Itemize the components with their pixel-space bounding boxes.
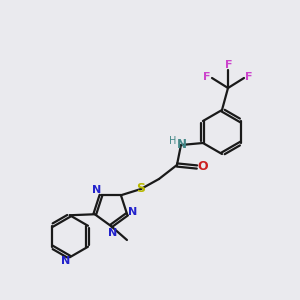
Text: N: N — [61, 256, 70, 266]
Text: N: N — [92, 185, 102, 195]
Text: F: F — [245, 72, 253, 82]
Text: N: N — [128, 207, 138, 217]
Text: N: N — [108, 228, 118, 238]
Text: N: N — [177, 139, 187, 152]
Text: F: F — [203, 72, 211, 82]
Text: O: O — [198, 160, 208, 173]
Text: H: H — [169, 136, 177, 146]
Text: F: F — [225, 60, 233, 70]
Text: S: S — [136, 182, 146, 196]
